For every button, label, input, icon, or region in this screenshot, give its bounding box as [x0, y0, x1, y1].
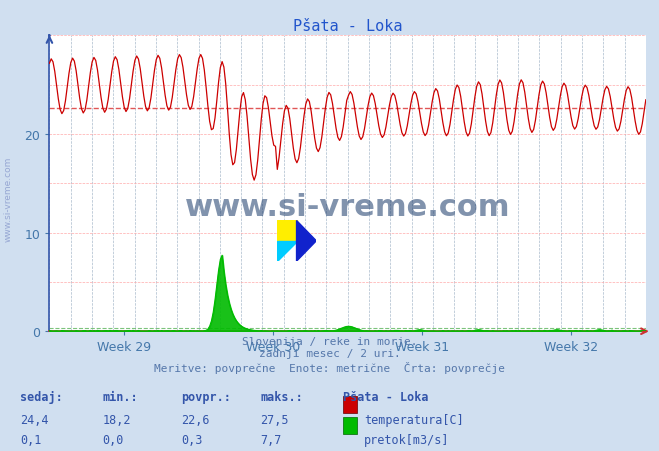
Text: 0,0: 0,0 [102, 433, 123, 446]
Text: Pšata - Loka: Pšata - Loka [343, 390, 428, 403]
Text: povpr.:: povpr.: [181, 390, 231, 403]
Text: 24,4: 24,4 [20, 413, 48, 426]
Text: Meritve: povprečne  Enote: metrične  Črta: povprečje: Meritve: povprečne Enote: metrične Črta:… [154, 361, 505, 373]
Text: min.:: min.: [102, 390, 138, 403]
Text: www.si-vreme.com: www.si-vreme.com [185, 193, 510, 222]
Text: zadnji mesec / 2 uri.: zadnji mesec / 2 uri. [258, 348, 401, 358]
Text: Slovenija / reke in morje.: Slovenija / reke in morje. [242, 336, 417, 346]
Text: 27,5: 27,5 [260, 413, 289, 426]
Text: 18,2: 18,2 [102, 413, 130, 426]
Text: temperatura[C]: temperatura[C] [364, 413, 463, 426]
Polygon shape [297, 221, 316, 241]
Polygon shape [277, 221, 297, 241]
Polygon shape [277, 241, 297, 262]
Text: www.si-vreme.com: www.si-vreme.com [3, 156, 13, 241]
Text: 0,3: 0,3 [181, 433, 202, 446]
Text: 0,1: 0,1 [20, 433, 41, 446]
Text: maks.:: maks.: [260, 390, 303, 403]
Text: sedaj:: sedaj: [20, 390, 63, 403]
Text: 22,6: 22,6 [181, 413, 210, 426]
Text: 7,7: 7,7 [260, 433, 281, 446]
Title: Pšata - Loka: Pšata - Loka [293, 18, 403, 33]
Text: pretok[m3/s]: pretok[m3/s] [364, 433, 449, 446]
Polygon shape [297, 241, 316, 262]
